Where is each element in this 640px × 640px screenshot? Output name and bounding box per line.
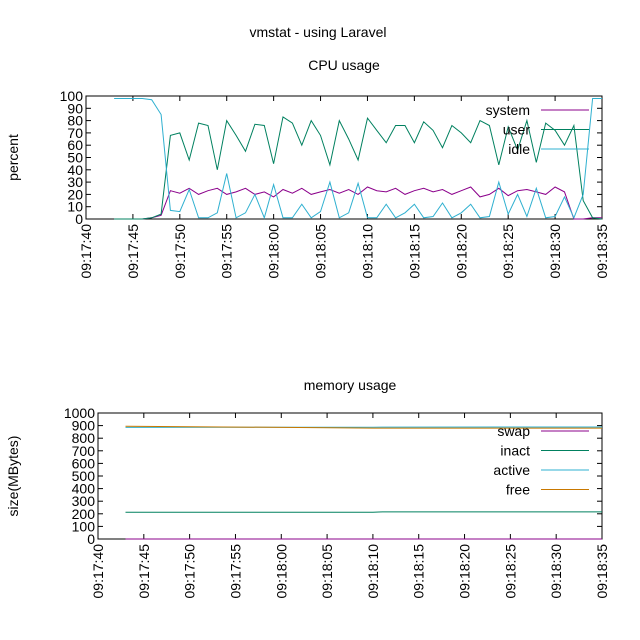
cpu-y-tick-label: 90	[67, 100, 83, 116]
memory-x-tick-label: 09:18:25	[502, 544, 518, 599]
cpu-y-tick-label: 10	[67, 199, 83, 215]
cpu-x-tick-label: 09:18:00	[266, 224, 282, 279]
memory-y-tick-label: 900	[72, 418, 96, 434]
cpu-x-tick-label: 09:18:15	[406, 224, 422, 279]
cpu-series-idle-line	[114, 98, 602, 220]
cpu-legend-label-idle: idle	[508, 141, 530, 157]
cpu-x-tick-label: 09:17:40	[78, 224, 94, 279]
cpu-x-tick-label: 09:17:50	[172, 224, 188, 279]
memory-usage-chart: memory usage size(MBytes) 0100200300400500…	[5, 377, 610, 599]
cpu-y-axis-label: percent	[5, 134, 21, 181]
memory-y-tick-label: 500	[72, 468, 96, 484]
memory-x-tick-label: 09:18:15	[411, 544, 427, 599]
cpu-y-tick-label: 30	[67, 174, 83, 190]
page-title: vmstat - using Laravel	[250, 24, 387, 40]
memory-legend-label-inact: inact	[500, 443, 530, 459]
memory-y-tick-label: 400	[72, 481, 96, 497]
memory-x-tick-label: 09:18:30	[548, 544, 564, 599]
memory-y-tick-label: 700	[72, 443, 96, 459]
cpu-y-tick-label: 40	[67, 162, 83, 178]
memory-y-tick-label: 800	[72, 430, 96, 446]
memory-y-axis-label: size(MBytes)	[5, 436, 21, 517]
memory-x-tick-label: 09:18:00	[273, 544, 289, 599]
memory-legend-label-active: active	[493, 462, 530, 478]
memory-y-tick-label: 200	[72, 506, 96, 522]
memory-x-tick-label: 09:18:35	[594, 544, 610, 599]
cpu-series-system-line	[114, 186, 602, 220]
memory-series-free-line	[125, 425, 602, 429]
memory-y-tick-label: 100	[72, 518, 96, 534]
memory-x-tick-label: 09:18:10	[365, 544, 381, 599]
memory-legend-label-swap: swap	[497, 423, 530, 439]
cpu-y-tick-label: 60	[67, 137, 83, 153]
cpu-y-tick-label: 100	[60, 88, 84, 104]
cpu-x-tick-label: 09:17:45	[125, 224, 141, 279]
cpu-x-tick-label: 09:18:10	[359, 224, 375, 279]
cpu-x-tick-label: 09:18:20	[453, 224, 469, 279]
cpu-y-tick-label: 70	[67, 125, 83, 141]
memory-y-tick-label: 300	[72, 493, 96, 509]
memory-x-tick-label: 09:17:55	[227, 544, 243, 599]
cpu-x-tick-label: 09:18:05	[313, 224, 329, 279]
cpu-y-tick-label: 50	[67, 150, 83, 166]
memory-x-tick-label: 09:18:05	[319, 544, 335, 599]
memory-y-tick-label: 1000	[64, 405, 95, 421]
cpu-y-tick-label: 0	[75, 211, 83, 227]
cpu-x-tick-label: 09:18:30	[547, 224, 563, 279]
memory-y-tick-label: 0	[87, 531, 95, 547]
cpu-legend-label-user: user	[503, 122, 531, 138]
memory-x-tick-label: 09:18:20	[457, 544, 473, 599]
cpu-series-user-line	[114, 116, 603, 220]
memory-x-tick-label: 09:17:50	[182, 544, 198, 599]
memory-x-tick-label: 09:17:40	[90, 544, 106, 599]
cpu-legend-label-system: system	[486, 102, 530, 118]
memory-legend-label-free: free	[506, 482, 530, 498]
cpu-x-tick-label: 09:18:25	[500, 224, 516, 279]
memory-x-tick-label: 09:17:45	[136, 544, 152, 599]
cpu-y-tick-label: 20	[67, 186, 83, 202]
memory-chart-title: memory usage	[304, 377, 397, 393]
cpu-y-tick-label: 80	[67, 113, 83, 129]
cpu-x-tick-label: 09:17:55	[219, 224, 235, 279]
memory-y-tick-label: 600	[72, 455, 96, 471]
cpu-x-tick-label: 09:18:35	[594, 224, 610, 279]
cpu-chart-title: CPU usage	[308, 57, 380, 73]
